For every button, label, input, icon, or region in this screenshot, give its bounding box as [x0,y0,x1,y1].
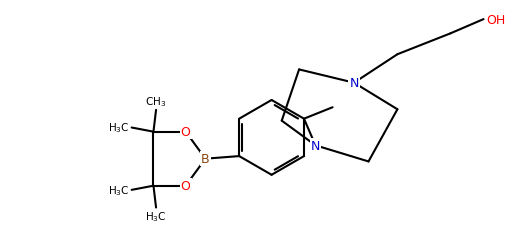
Text: H$_3$C: H$_3$C [108,121,130,135]
Text: CH$_3$: CH$_3$ [145,95,167,109]
Text: O: O [181,126,190,139]
Text: B: B [201,153,210,166]
Text: N: N [349,77,359,90]
Text: O: O [181,179,190,192]
Text: H$_3$C: H$_3$C [145,209,167,223]
Text: OH: OH [486,14,505,27]
Text: H$_3$C: H$_3$C [108,183,130,197]
Text: N: N [311,139,320,152]
